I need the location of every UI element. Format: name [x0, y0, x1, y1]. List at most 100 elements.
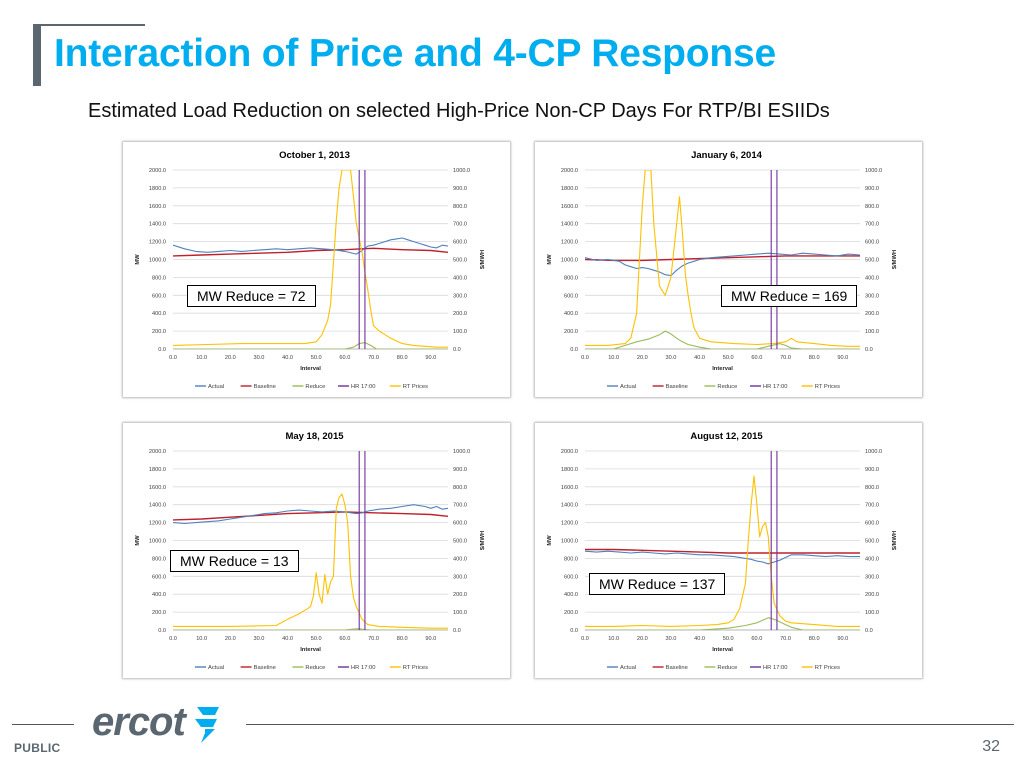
- y-tick-label-right: 100.0: [453, 610, 467, 616]
- x-tick-label: 30.0: [253, 355, 264, 361]
- x-axis-title: Interval: [300, 647, 321, 653]
- title-accent-line: [41, 24, 145, 26]
- y-tick-label-left: 0.0: [158, 628, 166, 634]
- series-line-reduce: [585, 330, 860, 349]
- y-tick-label-left: 1200.0: [561, 521, 578, 527]
- y-tick-label-left: 0.0: [158, 347, 166, 353]
- y-tick-label-left: 1800.0: [149, 186, 166, 192]
- x-tick-label: 0.0: [169, 636, 177, 642]
- series-line-actual: [173, 237, 448, 255]
- y-tick-label-right: 400.0: [865, 275, 879, 281]
- y-tick-label-right: 300.0: [453, 293, 467, 299]
- series-line-actual: [173, 504, 448, 525]
- x-tick-label: 70.0: [368, 636, 379, 642]
- chart-october-1-2013: 0.0 200.0 400.0 600.0 800.0 1000.0 1200.0 1400.…: [123, 142, 510, 397]
- y-tick-label-right: 800.0: [453, 485, 467, 491]
- x-tick-label: 90.0: [425, 355, 436, 361]
- y-tick-label-right: 200.0: [865, 592, 879, 598]
- y-tick-label-left: 1600.0: [149, 485, 166, 491]
- x-tick-label: 40.0: [282, 355, 293, 361]
- y-tick-label-right: 700.0: [453, 503, 467, 509]
- y-tick-label-left: 200.0: [152, 329, 166, 335]
- chart-title: January 6, 2014: [691, 150, 762, 161]
- y-tick-label-right: 800.0: [865, 485, 879, 491]
- x-tick-label: 20.0: [637, 636, 648, 642]
- y-tick-label-left: 0.0: [570, 628, 578, 634]
- chart-title: May 18, 2015: [285, 431, 344, 442]
- y-tick-label-left: 2000.0: [149, 168, 166, 174]
- y-tick-label-left: 2000.0: [149, 449, 166, 455]
- y-tick-label-right: 0.0: [453, 347, 461, 353]
- x-tick-label: 40.0: [694, 355, 705, 361]
- x-tick-label: 0.0: [581, 355, 589, 361]
- x-axis-title: Interval: [712, 647, 733, 653]
- y-tick-label-right: 200.0: [453, 592, 467, 598]
- series-line-baseline: [173, 247, 448, 257]
- y-tick-label-left: 1000.0: [561, 539, 578, 545]
- legend-item: HR 17:00: [351, 384, 376, 390]
- series-line-reduce: [173, 628, 448, 630]
- series-line-actual: [585, 252, 860, 277]
- x-tick-label: 30.0: [253, 636, 264, 642]
- y-tick-label-left: 1000.0: [149, 539, 166, 545]
- legend-item: RT Prices: [815, 384, 840, 390]
- y-tick-label-left: 600.0: [564, 574, 578, 580]
- x-tick-label: 20.0: [225, 636, 236, 642]
- y-tick-label-right: 600.0: [865, 240, 879, 246]
- x-tick-label: 50.0: [723, 636, 734, 642]
- callout-mw-reduce-jan-2014: MW Reduce = 169: [721, 285, 858, 307]
- y-tick-label-right: 900.0: [865, 467, 879, 473]
- series-line-baseline: [173, 511, 448, 521]
- x-tick-label: 40.0: [282, 636, 293, 642]
- plot-area: [585, 170, 860, 349]
- y-tick-label-right: 600.0: [453, 521, 467, 527]
- x-tick-label: 10.0: [196, 355, 207, 361]
- legend-item: Reduce: [717, 665, 737, 671]
- x-tick-label: 40.0: [694, 636, 705, 642]
- x-tick-label: 10.0: [608, 355, 619, 361]
- y-tick-label-right: 800.0: [865, 204, 879, 210]
- legend-item: Actual: [620, 665, 636, 671]
- legend-item: Actual: [208, 665, 224, 671]
- x-tick-label: 30.0: [665, 636, 676, 642]
- classification-label: PUBLIC: [14, 741, 61, 755]
- y-tick-label-right: 400.0: [453, 275, 467, 281]
- x-tick-label: 10.0: [196, 636, 207, 642]
- y-tick-label-right: 1000.0: [453, 449, 470, 455]
- y-tick-label-right: 900.0: [453, 186, 467, 192]
- y-tick-label-right: 500.0: [453, 539, 467, 545]
- x-tick-label: 60.0: [751, 355, 762, 361]
- ercot-logo: ercot: [92, 700, 225, 745]
- footer-divider-left: [12, 724, 74, 725]
- y-tick-label-left: 800.0: [152, 275, 166, 281]
- page-number: 32: [982, 738, 1000, 755]
- y-tick-label-left: 600.0: [152, 574, 166, 580]
- y-tick-label-left: 0.0: [570, 347, 578, 353]
- legend-item: RT Prices: [403, 384, 428, 390]
- y-tick-label-left: 800.0: [564, 275, 578, 281]
- x-tick-label: 0.0: [169, 355, 177, 361]
- chart-svg: 0.0 200.0 400.0 600.0 800.0 1000.0 1200.0 1400.…: [135, 431, 486, 671]
- legend-item: Baseline: [254, 384, 276, 390]
- y-tick-label-right: 900.0: [865, 186, 879, 192]
- lightning-bolt-icon: [194, 706, 219, 743]
- x-tick-label: 50.0: [311, 636, 322, 642]
- y-tick-label-right: 100.0: [453, 329, 467, 335]
- legend-item: Reduce: [717, 384, 737, 390]
- y-axis-title-left: MW: [135, 535, 141, 546]
- x-tick-label: 80.0: [397, 636, 408, 642]
- series-line-rt-prices: [585, 170, 860, 347]
- x-tick-label: 50.0: [311, 355, 322, 361]
- y-axis-title-right: $/MWH: [892, 531, 898, 550]
- x-tick-label: 60.0: [339, 636, 350, 642]
- series-line-rt-prices: [585, 475, 860, 627]
- callout-mw-reduce-oct-2013: MW Reduce = 72: [187, 285, 316, 307]
- x-tick-label: 80.0: [397, 355, 408, 361]
- y-tick-label-left: 800.0: [564, 556, 578, 562]
- x-tick-label: 50.0: [723, 355, 734, 361]
- y-axis-title-left: MW: [135, 254, 141, 265]
- y-tick-label-left: 400.0: [564, 592, 578, 598]
- x-tick-label: 20.0: [637, 355, 648, 361]
- y-tick-label-right: 300.0: [865, 293, 879, 299]
- y-tick-label-left: 1000.0: [149, 258, 166, 264]
